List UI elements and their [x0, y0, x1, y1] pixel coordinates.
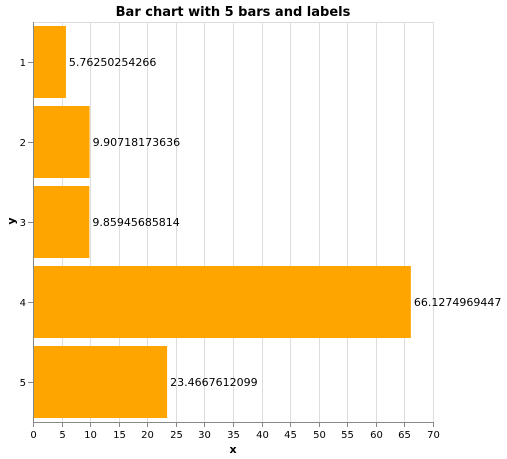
bar-data-label: 66.1274969447 [414, 296, 501, 309]
x-tick-label: 10 [84, 430, 97, 441]
y-tick-label: 5 [20, 378, 26, 389]
bar-data-label: 5.76250254266 [69, 56, 156, 69]
x-tick-label: 30 [198, 430, 211, 441]
y-tick-label: 2 [20, 138, 26, 149]
x-tick-label: 60 [370, 430, 383, 441]
bar [33, 106, 90, 178]
bar [33, 186, 90, 258]
y-tick-label: 1 [20, 58, 26, 69]
bar [33, 26, 66, 98]
x-tick-label: 25 [170, 430, 183, 441]
x-tick-label: 45 [284, 430, 297, 441]
x-tick-label: 65 [398, 430, 411, 441]
bar-data-label: 23.4667612099 [170, 376, 257, 389]
bar [33, 346, 168, 418]
chart-title: Bar chart with 5 bars and labels [116, 5, 351, 20]
bar [33, 266, 411, 338]
x-tick-label: 55 [341, 430, 354, 441]
bar-data-label: 9.90718173636 [93, 136, 180, 149]
x-tick-label: 0 [30, 430, 36, 441]
x-tick-label: 20 [141, 430, 154, 441]
x-tick-label: 35 [227, 430, 240, 441]
bars: 5.76250254266 9.90718173636 9.85945685814 6… [33, 26, 501, 418]
grid-lines [33, 22, 434, 422]
y-axis-title: y [5, 217, 18, 224]
x-tick-label: 40 [256, 430, 269, 441]
y-tick-label: 4 [20, 298, 26, 309]
x-axis-title: x [229, 443, 236, 456]
x-tick-label: 70 [427, 430, 440, 441]
x-tick-label: 15 [113, 430, 126, 441]
y-tick-label: 3 [20, 218, 26, 229]
bar-data-label: 9.85945685814 [92, 216, 179, 229]
x-tick-label: 5 [59, 430, 65, 441]
x-tick-label: 50 [313, 430, 326, 441]
